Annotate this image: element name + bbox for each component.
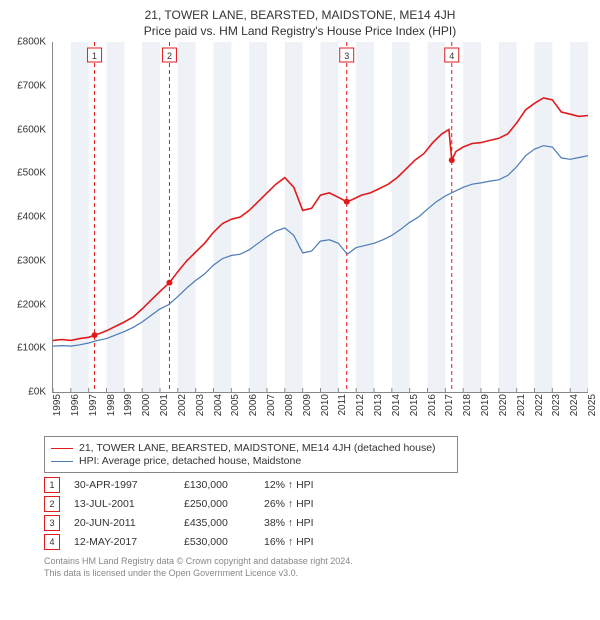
sale-row: 2 13-JUL-2001£250,00026% ↑ HPI bbox=[44, 496, 444, 512]
y-tick-label: £200K bbox=[17, 299, 46, 310]
y-tick-label: £300K bbox=[17, 255, 46, 266]
x-tick-label: 2003 bbox=[195, 394, 206, 416]
x-tick-label: 2013 bbox=[373, 394, 384, 416]
sale-date: 13-JUL-2001 bbox=[74, 498, 184, 510]
sale-row: 3 20-JUN-2011£435,00038% ↑ HPI bbox=[44, 515, 444, 531]
x-tick-label: 2010 bbox=[320, 394, 331, 416]
chart-area: £0K£100K£200K£300K£400K£500K£600K£700K£8… bbox=[8, 42, 592, 432]
x-tick-label: 2004 bbox=[213, 394, 224, 416]
sale-marker: 3 bbox=[44, 515, 60, 531]
x-tick-label: 2001 bbox=[159, 394, 170, 416]
x-tick-label: 2020 bbox=[498, 394, 509, 416]
x-tick-label: 1999 bbox=[123, 394, 134, 416]
plot-svg: 1 2 3 4 bbox=[53, 42, 588, 392]
sale-price: £435,000 bbox=[184, 517, 264, 529]
footer-line-2: This data is licensed under the Open Gov… bbox=[44, 568, 592, 580]
sale-marker: 2 bbox=[44, 496, 60, 512]
y-tick-label: £800K bbox=[17, 37, 46, 48]
y-tick-label: £400K bbox=[17, 212, 46, 223]
x-tick-label: 2023 bbox=[551, 394, 562, 416]
sale-date: 12-MAY-2017 bbox=[74, 536, 184, 548]
x-tick-label: 2007 bbox=[266, 394, 277, 416]
x-tick-label: 2018 bbox=[462, 394, 473, 416]
y-tick-label: £600K bbox=[17, 124, 46, 135]
y-tick-label: £500K bbox=[17, 168, 46, 179]
sale-price: £130,000 bbox=[184, 479, 264, 491]
x-tick-label: 2009 bbox=[302, 394, 313, 416]
x-tick-label: 2000 bbox=[141, 394, 152, 416]
x-axis: 1995 1996 1997 1998 1999 2000 2001 2002 2003 2004… bbox=[52, 392, 588, 432]
svg-text:4: 4 bbox=[449, 51, 454, 61]
page-subtitle: Price paid vs. HM Land Registry's House … bbox=[8, 24, 592, 38]
y-axis: £0K£100K£200K£300K£400K£500K£600K£700K£8… bbox=[8, 42, 50, 392]
x-tick-label: 2016 bbox=[427, 394, 438, 416]
x-tick-label: 2015 bbox=[409, 394, 420, 416]
sale-row: 4 12-MAY-2017£530,00016% ↑ HPI bbox=[44, 534, 444, 550]
x-tick-label: 2014 bbox=[391, 394, 402, 416]
sale-date: 30-APR-1997 bbox=[74, 479, 184, 491]
x-tick-label: 2024 bbox=[569, 394, 580, 416]
x-tick-label: 2008 bbox=[284, 394, 295, 416]
sale-marker: 1 bbox=[44, 477, 60, 493]
sale-diff: 38% ↑ HPI bbox=[264, 517, 314, 529]
legend: 21, TOWER LANE, BEARSTED, MAIDSTONE, ME1… bbox=[44, 436, 458, 473]
x-tick-label: 2017 bbox=[444, 394, 455, 416]
x-tick-label: 2022 bbox=[534, 394, 545, 416]
x-tick-label: 2012 bbox=[355, 394, 366, 416]
sale-price: £250,000 bbox=[184, 498, 264, 510]
x-tick-label: 1995 bbox=[52, 394, 63, 416]
x-tick-label: 2025 bbox=[587, 394, 598, 416]
x-tick-label: 2019 bbox=[480, 394, 491, 416]
legend-swatch bbox=[51, 461, 73, 462]
legend-row: 21, TOWER LANE, BEARSTED, MAIDSTONE, ME1… bbox=[51, 442, 451, 454]
legend-swatch bbox=[51, 448, 73, 449]
x-tick-label: 2006 bbox=[248, 394, 259, 416]
page-title: 21, TOWER LANE, BEARSTED, MAIDSTONE, ME1… bbox=[8, 8, 592, 22]
svg-text:2: 2 bbox=[167, 51, 172, 61]
y-tick-label: £700K bbox=[17, 80, 46, 91]
x-tick-label: 2011 bbox=[337, 394, 348, 416]
sale-marker: 4 bbox=[44, 534, 60, 550]
sale-price: £530,000 bbox=[184, 536, 264, 548]
sale-row: 1 30-APR-1997£130,00012% ↑ HPI bbox=[44, 477, 444, 493]
legend-row: HPI: Average price, detached house, Maid… bbox=[51, 455, 451, 467]
plot-region: 1 2 3 4 bbox=[52, 42, 588, 393]
x-tick-label: 1998 bbox=[106, 394, 117, 416]
y-tick-label: £100K bbox=[17, 343, 46, 354]
x-tick-label: 2002 bbox=[177, 394, 188, 416]
footer-line-1: Contains HM Land Registry data © Crown c… bbox=[44, 556, 592, 568]
x-tick-label: 2005 bbox=[230, 394, 241, 416]
sale-date: 20-JUN-2011 bbox=[74, 517, 184, 529]
y-tick-label: £0K bbox=[28, 387, 46, 398]
legend-label: 21, TOWER LANE, BEARSTED, MAIDSTONE, ME1… bbox=[79, 442, 436, 454]
legend-label: HPI: Average price, detached house, Maid… bbox=[79, 455, 301, 467]
sales-table: 1 30-APR-1997£130,00012% ↑ HPI 2 13-JUL-200… bbox=[44, 477, 444, 550]
x-tick-label: 2021 bbox=[516, 394, 527, 416]
x-tick-label: 1996 bbox=[70, 394, 81, 416]
sale-diff: 12% ↑ HPI bbox=[264, 479, 314, 491]
x-tick-label: 1997 bbox=[88, 394, 99, 416]
svg-text:3: 3 bbox=[344, 51, 349, 61]
sale-diff: 16% ↑ HPI bbox=[264, 536, 314, 548]
svg-text:1: 1 bbox=[92, 51, 97, 61]
sale-diff: 26% ↑ HPI bbox=[264, 498, 314, 510]
footer: Contains HM Land Registry data © Crown c… bbox=[44, 556, 592, 579]
